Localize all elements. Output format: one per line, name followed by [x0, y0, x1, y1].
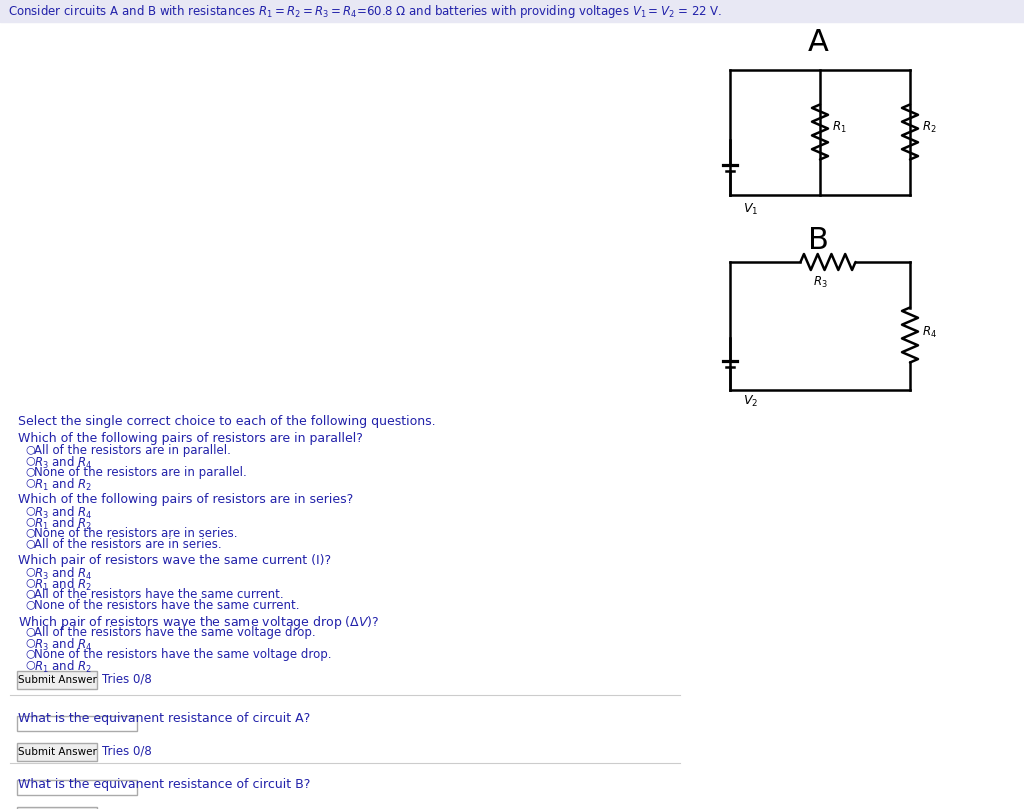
Text: ○: ○: [25, 516, 35, 526]
Text: ○: ○: [25, 527, 35, 537]
Text: Consider circuits A and B with resistances $R_1 = R_2 = R_3 = R_4$=60.8 Ω and ba: Consider circuits A and B with resistanc…: [8, 2, 722, 19]
Text: Tries 0/8: Tries 0/8: [102, 744, 152, 757]
Text: All of the resistors have the same current.: All of the resistors have the same curre…: [34, 588, 284, 601]
Text: $R_3$: $R_3$: [813, 275, 827, 290]
Text: ○: ○: [25, 477, 35, 487]
Text: Which pair of resistors wave the same voltage drop ($\Delta V$)?: Which pair of resistors wave the same vo…: [18, 614, 380, 631]
Bar: [0, 0, 1024, 22]
Text: ○: ○: [25, 444, 35, 454]
Text: A: A: [808, 28, 828, 57]
Text: All of the resistors are in parallel.: All of the resistors are in parallel.: [34, 444, 230, 457]
Text: $R_4$: $R_4$: [922, 324, 937, 340]
Text: $V_2$: $V_2$: [743, 394, 758, 409]
Text: $R_1$ and $R_2$: $R_1$ and $R_2$: [34, 577, 92, 593]
Text: $R_1$: $R_1$: [831, 120, 847, 134]
Text: Submit Answer: Submit Answer: [17, 747, 96, 757]
Text: ○: ○: [25, 577, 35, 587]
FancyBboxPatch shape: [17, 671, 97, 689]
Text: ○: ○: [25, 566, 35, 576]
Text: $R_1$ and $R_2$: $R_1$ and $R_2$: [34, 477, 92, 493]
FancyBboxPatch shape: [17, 780, 137, 795]
Text: $R_1$ and $R_2$: $R_1$ and $R_2$: [34, 659, 92, 675]
FancyBboxPatch shape: [17, 716, 137, 731]
Text: Tries 0/8: Tries 0/8: [102, 808, 152, 809]
Text: ○: ○: [25, 637, 35, 647]
Text: $V_1$: $V_1$: [743, 202, 759, 217]
Text: What is the equivanent resistance of circuit B?: What is the equivanent resistance of cir…: [18, 778, 310, 791]
Text: Submit Answer: Submit Answer: [17, 675, 96, 685]
Text: None of the resistors are in series.: None of the resistors are in series.: [34, 527, 238, 540]
Text: All of the resistors have the same voltage drop.: All of the resistors have the same volta…: [34, 626, 315, 639]
Text: Select the single correct choice to each of the following questions.: Select the single correct choice to each…: [18, 415, 435, 428]
Text: Which pair of resistors wave the same current (I)?: Which pair of resistors wave the same cu…: [18, 554, 331, 567]
Text: ○: ○: [25, 455, 35, 465]
Text: Which of the following pairs of resistors are in parallel?: Which of the following pairs of resistor…: [18, 432, 362, 445]
Text: ○: ○: [25, 588, 35, 598]
Text: $R_2$: $R_2$: [922, 120, 937, 134]
Text: B: B: [808, 226, 828, 255]
Text: ○: ○: [25, 648, 35, 658]
Text: ○: ○: [25, 626, 35, 636]
Text: $R_3$ and $R_4$: $R_3$ and $R_4$: [34, 505, 92, 521]
Text: ○: ○: [25, 599, 35, 609]
Text: None of the resistors are in parallel.: None of the resistors are in parallel.: [34, 466, 247, 479]
Text: ○: ○: [25, 466, 35, 476]
Text: $R_3$ and $R_4$: $R_3$ and $R_4$: [34, 566, 92, 582]
Text: Which of the following pairs of resistors are in series?: Which of the following pairs of resistor…: [18, 493, 353, 506]
Text: ○: ○: [25, 659, 35, 669]
Text: None of the resistors have the same voltage drop.: None of the resistors have the same volt…: [34, 648, 332, 661]
Text: $R_1$ and $R_2$: $R_1$ and $R_2$: [34, 516, 92, 532]
Text: All of the resistors are in series.: All of the resistors are in series.: [34, 538, 221, 551]
Text: ○: ○: [25, 505, 35, 515]
Text: $R_3$ and $R_4$: $R_3$ and $R_4$: [34, 455, 92, 471]
Text: ○: ○: [25, 538, 35, 548]
Text: $R_3$ and $R_4$: $R_3$ and $R_4$: [34, 637, 92, 653]
FancyBboxPatch shape: [17, 807, 97, 809]
Text: None of the resistors have the same current.: None of the resistors have the same curr…: [34, 599, 299, 612]
Text: What is the equivanent resistance of circuit A?: What is the equivanent resistance of cir…: [18, 712, 310, 725]
FancyBboxPatch shape: [17, 743, 97, 761]
Text: Tries 0/8: Tries 0/8: [102, 672, 152, 685]
